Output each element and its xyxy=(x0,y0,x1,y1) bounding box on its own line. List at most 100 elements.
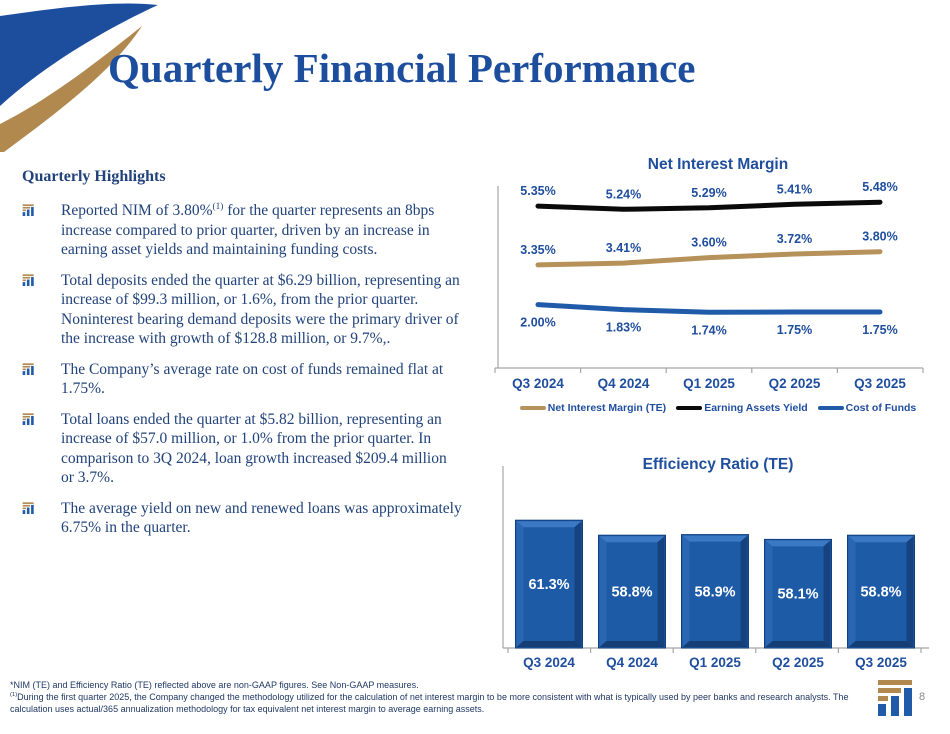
bar-bevel-bottom xyxy=(599,641,665,647)
company-logo xyxy=(878,680,912,716)
footnote-superscript: (1) xyxy=(10,692,18,699)
data-point-label: 3.41% xyxy=(606,241,641,255)
bar-bevel-right xyxy=(823,540,831,647)
bar-bevel-top xyxy=(599,536,665,543)
bar-bevel-left xyxy=(599,536,607,647)
brand-swoosh-logo xyxy=(0,3,158,152)
eff-chart-plot: 61.3% 58.8% 58.9% 58.1% 58.8% Q3 2024 Q4 2024 Q… xyxy=(502,466,929,670)
data-point-label: 3.35% xyxy=(520,243,555,257)
bar-chart-bullet-icon xyxy=(22,204,34,217)
net-interest-margin-chart: Net Interest Margin 3.35% 3.41% 3.60% 3.72%… xyxy=(486,150,950,440)
nim-x-axis-label: Q3 2025 xyxy=(854,376,906,391)
bar-value-label: 58.8% xyxy=(611,585,652,601)
data-point-label: 1.83% xyxy=(606,321,641,335)
bullet-text-segment: Reported NIM of 3.80% xyxy=(61,202,213,219)
data-point-label: 3.72% xyxy=(777,232,812,246)
bullet-text: Total deposits ended the quarter at $6.2… xyxy=(61,271,463,349)
efficiency-bar xyxy=(764,538,832,649)
bar-value-label: 58.8% xyxy=(860,585,901,601)
bar-bevel-top xyxy=(765,540,831,547)
footnote-2: (1)During the first quarter 2025, the Co… xyxy=(10,692,862,715)
bullet-text: The Company’s average rate on cost of fu… xyxy=(61,360,463,399)
bar-value-label: 58.9% xyxy=(694,584,735,600)
bar-bevel-bottom xyxy=(516,641,582,647)
bullet-text-segment: The Company’s average rate on cost of fu… xyxy=(61,360,444,398)
data-point-label: 3.80% xyxy=(862,230,897,244)
legend-label: Earning Assets Yield xyxy=(704,402,808,414)
bullet-text: Reported NIM of 3.80%(1) for the quarter… xyxy=(61,201,463,260)
efficiency-bar xyxy=(681,534,749,649)
data-point-label: 5.29% xyxy=(691,186,726,200)
highlights-heading: Quarterly Highlights xyxy=(22,168,166,185)
bar-bevel-top xyxy=(848,536,914,543)
bullet-superscript: (1) xyxy=(212,201,224,212)
page-number: 8 xyxy=(919,691,926,703)
nim-x-axis-label: Q3 2024 xyxy=(512,376,564,391)
bar-chart-bullet-icon xyxy=(22,273,34,286)
nim-x-axis-label: Q2 2025 xyxy=(769,376,821,391)
bar-bevel-left xyxy=(765,540,773,647)
data-point-label: 2.00% xyxy=(520,316,555,330)
legend-item: Cost of Funds xyxy=(817,402,916,414)
data-point-label: 1.75% xyxy=(777,323,812,337)
eff-chart-title: Efficiency Ratio (TE) xyxy=(642,456,794,473)
highlight-bullet: Reported NIM of 3.80%(1) for the quarter… xyxy=(22,201,467,260)
bar-value-label: 58.1% xyxy=(777,587,818,603)
eff-x-axis-label: Q4 2024 xyxy=(606,655,658,670)
eff-x-axis-label: Q2 2025 xyxy=(772,655,824,670)
bar-bevel-top xyxy=(516,521,582,528)
eff-x-axis-label: Q3 2025 xyxy=(855,655,907,670)
nim-chart-plot: 3.35% 3.41% 3.60% 3.72% 3.80% 5.35% 5.24% 5.29%… xyxy=(494,180,924,391)
bullet-text: The average yield on new and renewed loa… xyxy=(61,499,463,538)
legend-item: Net Interest Margin (TE) xyxy=(519,402,667,414)
bullet-text: Total loans ended the quarter at $5.82 b… xyxy=(61,410,463,488)
efficiency-bar xyxy=(598,534,666,649)
bar-bevel-right xyxy=(657,536,665,647)
data-point-label: 1.74% xyxy=(691,323,726,337)
series-line xyxy=(535,249,883,268)
highlight-bullet: The average yield on new and renewed loa… xyxy=(22,499,467,538)
bar-bevel-right xyxy=(574,521,582,647)
legend-label: Net Interest Margin (TE) xyxy=(547,402,667,414)
bar-bevel-right xyxy=(906,536,914,647)
efficiency-bar xyxy=(847,534,915,649)
bar-bevel-right xyxy=(740,535,748,647)
bullet-text-segment: Total loans ended the quarter at $5.82 b… xyxy=(61,410,447,487)
legend-swatch xyxy=(676,405,703,411)
legend-swatch xyxy=(817,405,844,411)
nim-x-axis-label: Q4 2024 xyxy=(598,376,650,391)
bar-bevel-top xyxy=(682,535,748,542)
swoosh-gold-band xyxy=(0,26,142,152)
bullet-text-segment: for the quarter represents an 8bps incre… xyxy=(61,202,435,259)
series-line xyxy=(535,302,883,315)
bar-bevel-left xyxy=(516,521,524,647)
swoosh-blue-band xyxy=(0,3,158,106)
efficiency-bar xyxy=(515,519,583,649)
bar-chart-bullet-icon xyxy=(22,362,34,375)
footnote-1: *NIM (TE) and Efficiency Ratio (TE) refl… xyxy=(10,680,419,690)
bar-chart-bullet-icon xyxy=(22,412,34,425)
bar-bevel-bottom xyxy=(848,641,914,647)
highlights-section: Quarterly Highlights Reported NIM of 3.8… xyxy=(22,168,467,549)
bullet-text-segment: Total deposits ended the quarter at $6.2… xyxy=(61,271,460,348)
legend-swatch xyxy=(519,405,546,411)
nim-chart-title: Net Interest Margin xyxy=(647,156,789,173)
highlight-bullet: Total loans ended the quarter at $5.82 b… xyxy=(22,410,467,488)
bar-bevel-bottom xyxy=(682,641,748,647)
eff-x-axis-label: Q1 2025 xyxy=(689,655,741,670)
efficiency-ratio-chart: Efficiency Ratio (TE) 61.3% 58.8% 58.9% 58.… xyxy=(486,450,950,690)
data-point-label: 3.60% xyxy=(691,236,726,250)
legend-item: Earning Assets Yield xyxy=(676,402,808,414)
bar-value-label: 61.3% xyxy=(528,577,569,593)
highlight-bullet: The Company’s average rate on cost of fu… xyxy=(22,360,467,399)
nim-x-axis-label: Q1 2025 xyxy=(683,376,735,391)
bar-bevel-bottom xyxy=(765,641,831,647)
data-point-label: 5.35% xyxy=(520,184,555,198)
eff-x-axis-label: Q3 2024 xyxy=(523,655,575,670)
footnote-text: During the first quarter 2025, the Compa… xyxy=(10,692,849,714)
highlight-bullet: Total deposits ended the quarter at $6.2… xyxy=(22,271,467,349)
slide-title: Quarterly Financial Performance xyxy=(108,45,696,91)
series-line xyxy=(535,199,883,212)
bar-bevel-left xyxy=(848,536,856,647)
